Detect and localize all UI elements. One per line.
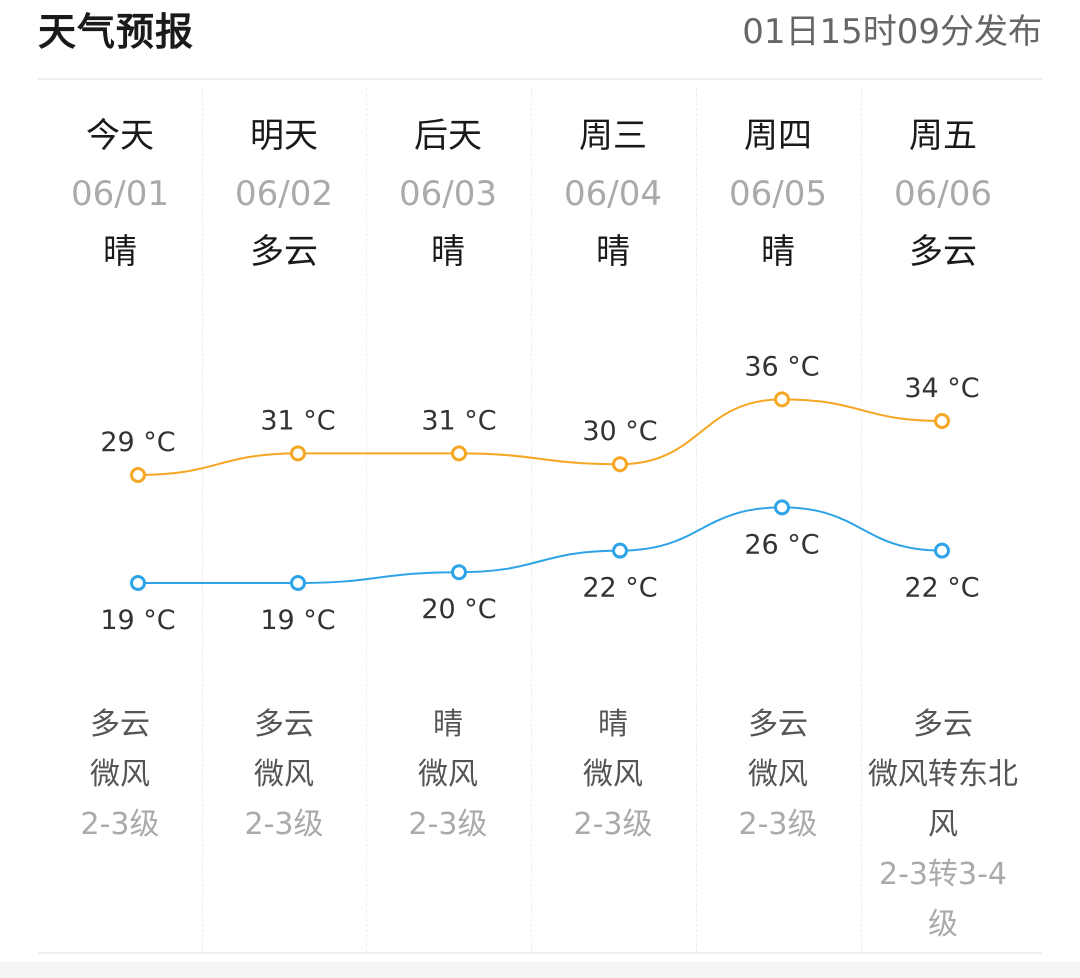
column-divider xyxy=(202,88,203,952)
day-name: 明天 xyxy=(250,116,318,156)
high-temp-point xyxy=(130,467,146,483)
wind-direction: 微风 xyxy=(254,757,314,792)
high-temp-label: 31 °C xyxy=(260,405,335,436)
forecast-header: 天气预报 01日15时09分发布 xyxy=(38,0,1042,80)
day-name: 后天 xyxy=(414,116,482,156)
high-temp-point xyxy=(612,456,628,473)
low-temp-label: 22 °C xyxy=(582,573,657,604)
low-temp-label: 26 °C xyxy=(744,529,819,560)
day-weather: 晴 xyxy=(431,232,465,272)
low-temp-label: 19 °C xyxy=(100,605,175,636)
forecast-day-tomorrow[interactable]: 明天 06/02 多云 多云 微风 2-3级 xyxy=(202,88,366,952)
forecast-day-today[interactable]: 今天 06/01 晴 多云 微风 2-3级 xyxy=(38,88,202,952)
divider xyxy=(38,952,1042,954)
day-weather: 晴 xyxy=(103,232,137,272)
high-temp-label: 30 °C xyxy=(582,416,657,447)
day-name: 今天 xyxy=(86,116,154,156)
low-temp-label: 22 °C xyxy=(904,573,979,604)
low-temp-label: 20 °C xyxy=(421,594,496,625)
night-info: 晴 微风 2-3级 xyxy=(366,700,530,850)
low-temp-point xyxy=(130,575,146,591)
night-info: 多云 微风转东北风 2-3转3-4级 xyxy=(861,700,1025,950)
forecast-day-friday[interactable]: 周五 06/06 多云 多云 微风转东北风 2-3转3-4级 xyxy=(861,88,1025,952)
wind-direction: 微风 xyxy=(418,757,478,792)
wind-direction: 微风转东北风 xyxy=(868,757,1018,842)
low-temp-point xyxy=(290,575,306,591)
high-temp-line xyxy=(137,398,943,476)
high-temp-point xyxy=(934,413,950,429)
high-temp-point xyxy=(451,445,467,462)
low-temp-line xyxy=(138,506,943,585)
day-weather: 晴 xyxy=(761,232,795,272)
high-temp-label: 34 °C xyxy=(904,373,979,404)
column-divider xyxy=(861,88,862,952)
bottom-background xyxy=(0,962,1080,978)
day-name: 周五 xyxy=(909,116,977,156)
forecast-day-wednesday[interactable]: 周三 06/04 晴 晴 微风 2-3级 xyxy=(531,88,695,952)
night-weather: 多云 xyxy=(254,707,314,742)
column-divider xyxy=(366,88,367,952)
day-name: 周四 xyxy=(744,116,812,156)
day-name: 周三 xyxy=(579,116,647,156)
night-weather: 晴 xyxy=(598,707,628,742)
day-date: 06/01 xyxy=(71,174,169,214)
wind-level: 2-3级 xyxy=(738,807,818,842)
wind-direction: 微风 xyxy=(748,757,808,792)
day-date: 06/05 xyxy=(729,174,827,214)
night-weather: 多云 xyxy=(913,707,973,742)
high-temp-label: 36 °C xyxy=(744,351,819,382)
night-weather: 多云 xyxy=(748,707,808,742)
high-temp-label: 29 °C xyxy=(100,427,175,458)
low-temp-label: 19 °C xyxy=(260,605,335,636)
column-divider xyxy=(531,88,532,952)
day-date: 06/03 xyxy=(399,174,497,214)
page-title: 天气预报 xyxy=(38,10,195,54)
day-weather: 多云 xyxy=(250,232,318,272)
night-weather: 晴 xyxy=(433,707,463,742)
wind-direction: 微风 xyxy=(90,757,150,792)
high-temp-label: 31 °C xyxy=(421,405,496,436)
forecast-day-thursday[interactable]: 周四 06/05 晴 多云 微风 2-3级 xyxy=(696,88,860,952)
publish-time: 01日15时09分发布 xyxy=(742,12,1042,52)
forecast-day-after-tomorrow[interactable]: 后天 06/03 晴 晴 微风 2-3级 xyxy=(366,88,530,952)
high-temp-point xyxy=(774,391,790,408)
night-info: 多云 微风 2-3级 xyxy=(696,700,860,850)
day-date: 06/04 xyxy=(564,174,662,214)
day-date: 06/06 xyxy=(894,174,992,214)
day-weather: 多云 xyxy=(909,232,977,272)
night-info: 多云 微风 2-3级 xyxy=(38,700,202,850)
night-info: 晴 微风 2-3级 xyxy=(531,700,695,850)
night-info: 多云 微风 2-3级 xyxy=(202,700,366,850)
wind-level: 2-3转3-4级 xyxy=(879,857,1007,942)
day-date: 06/02 xyxy=(235,174,333,214)
wind-level: 2-3级 xyxy=(244,807,324,842)
low-temp-point xyxy=(451,564,467,581)
wind-level: 2-3级 xyxy=(573,807,653,842)
wind-direction: 微风 xyxy=(583,757,643,792)
day-weather: 晴 xyxy=(596,232,630,272)
low-temp-point xyxy=(934,542,950,559)
low-temp-point xyxy=(612,542,628,559)
low-temp-point xyxy=(774,499,790,516)
high-temp-point xyxy=(290,445,306,462)
column-divider xyxy=(696,88,697,952)
night-weather: 多云 xyxy=(90,707,150,742)
wind-level: 2-3级 xyxy=(80,807,160,842)
wind-level: 2-3级 xyxy=(408,807,488,842)
